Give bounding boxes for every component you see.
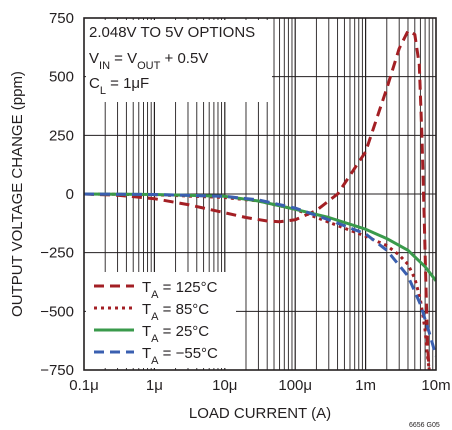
x-tick-label: 10m: [421, 377, 450, 394]
x-tick-label: 100μ: [278, 377, 312, 394]
series-line-4: [84, 192, 436, 357]
y-tick-label: −750: [40, 362, 74, 379]
legend: TA = 125°CTA = 85°CTA = 25°CTA = −55°C: [94, 279, 218, 367]
x-tick-label: 1m: [355, 377, 376, 394]
y-axis-label: OUTPUT VOLTAGE CHANGE (ppm): [9, 71, 26, 317]
legend-label-3: TA = 25°C: [142, 323, 209, 345]
series-line-1: [84, 29, 431, 370]
legend-label-2: TA = 85°C: [142, 301, 209, 323]
y-tick-label: 250: [49, 127, 74, 144]
x-tick-label: 1μ: [146, 377, 163, 394]
plot-frame: [83, 17, 437, 371]
annotation-line-1: 2.048V TO 5V OPTIONS: [89, 24, 255, 41]
annotation-line-2: VIN = VOUT + 0.5V: [89, 50, 208, 72]
x-tick-label: 0.1μ: [69, 377, 99, 394]
figure-id: 6656 G05: [409, 422, 440, 429]
series-line-3: [84, 192, 436, 282]
annotation-box: [86, 20, 272, 102]
series-group: [84, 29, 436, 370]
annotation-line-3: CL = 1μF: [89, 75, 149, 97]
y-tick-label: 500: [49, 69, 74, 86]
y-tick-label: 750: [49, 10, 74, 27]
x-axis-label: LOAD CURRENT (A): [189, 405, 331, 422]
y-tick-label: −500: [40, 303, 74, 320]
y-tick-label: 0: [66, 186, 74, 203]
legend-label-4: TA = −55°C: [142, 345, 218, 367]
legend-label-1: TA = 125°C: [142, 279, 218, 301]
y-tick-label: −250: [40, 245, 74, 262]
x-tick-label: 10μ: [212, 377, 237, 394]
series-line-2: [84, 192, 431, 370]
